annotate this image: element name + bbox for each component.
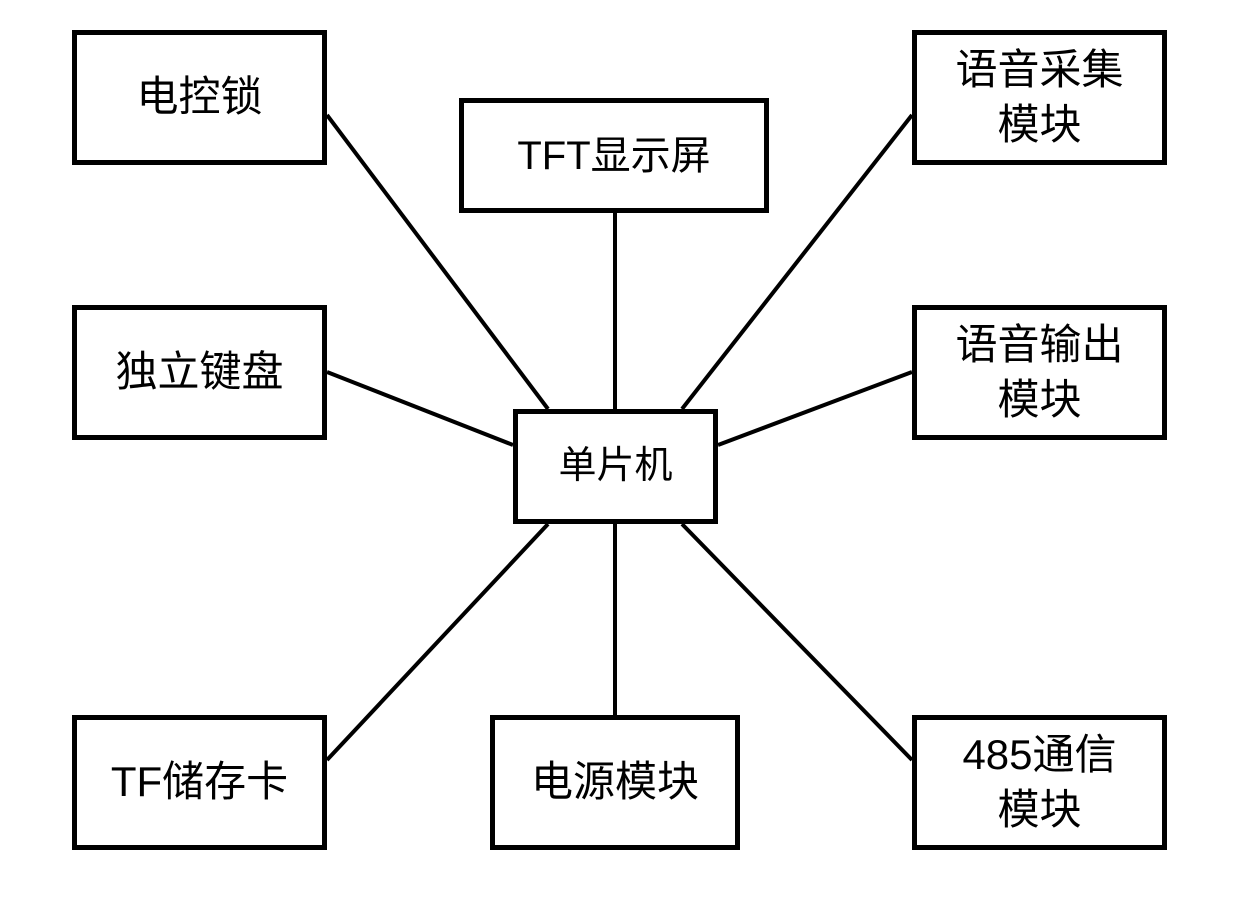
edge [327,372,513,445]
node-mcu: 单片机 [513,409,718,524]
node-voiceout: 语音输出 模块 [912,305,1167,440]
node-keyboard: 独立键盘 [72,305,327,440]
node-tfcard: TF储存卡 [72,715,327,850]
node-tft: TFT显示屏 [459,98,769,213]
edge [718,372,912,445]
node-rs485: 485通信 模块 [912,715,1167,850]
node-lock: 电控锁 [72,30,327,165]
block-diagram: 单片机 TFT显示屏 电控锁独立键盘 TF储存卡 电源模块 语音采集 模块语音输出 模块 4… [0,0,1240,904]
node-power: 电源模块 [490,715,740,850]
node-voicein: 语音采集 模块 [912,30,1167,165]
